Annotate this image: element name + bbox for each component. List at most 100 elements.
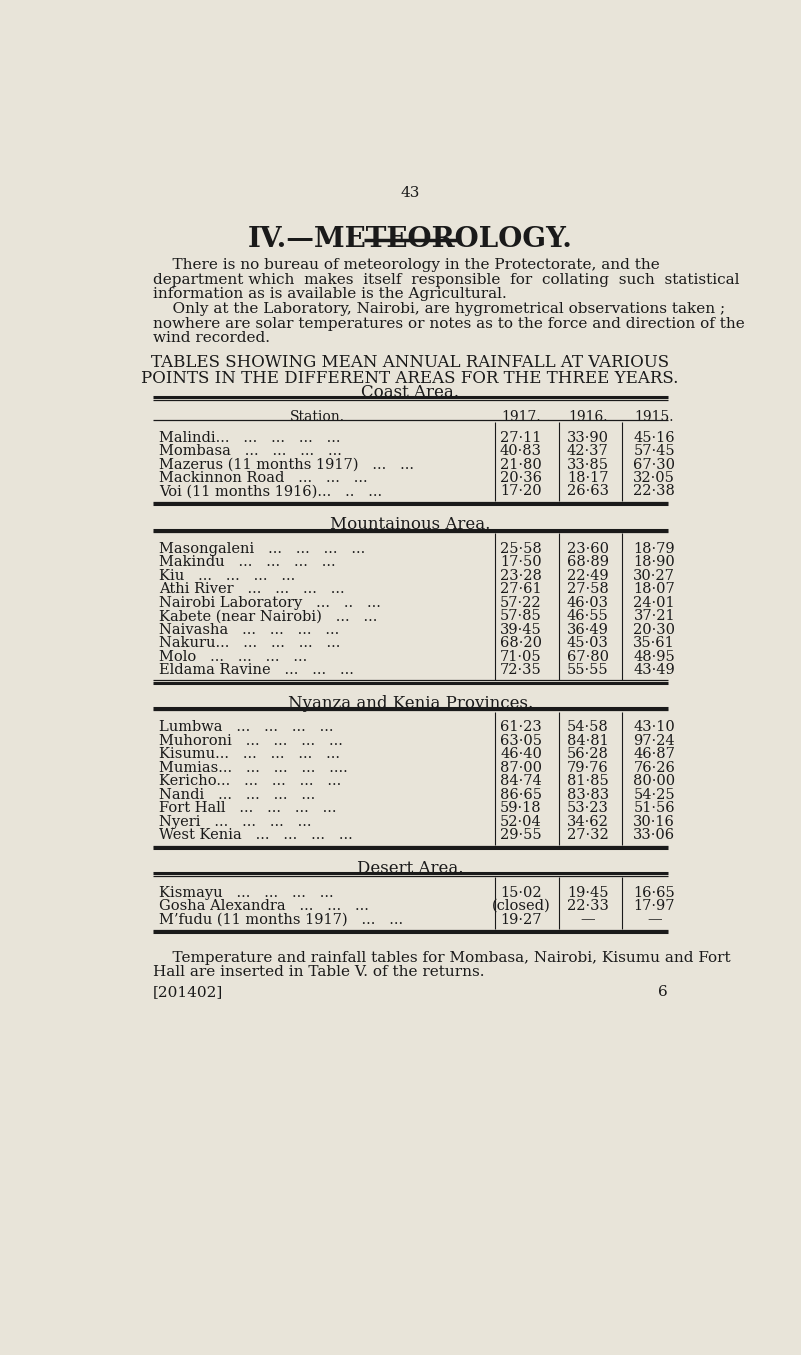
Text: 22·49: 22·49 — [567, 569, 609, 583]
Text: 46·40: 46·40 — [500, 748, 542, 762]
Text: 35·61: 35·61 — [634, 635, 675, 650]
Text: 24·01: 24·01 — [634, 596, 675, 610]
Text: 52·04: 52·04 — [500, 814, 541, 829]
Text: nowhere are solar temperatures or notes as to the force and direction of the: nowhere are solar temperatures or notes … — [153, 317, 745, 331]
Text: Nyanza and Kenia Provinces.: Nyanza and Kenia Provinces. — [288, 695, 533, 713]
Text: 63·05: 63·05 — [500, 734, 542, 748]
Text: 55·55: 55·55 — [567, 663, 609, 678]
Text: Malindi...   ...   ...   ...   ...: Malindi... ... ... ... ... — [159, 431, 340, 444]
Text: POINTS IN THE DIFFERENT AREAS FOR THE THREE YEARS.: POINTS IN THE DIFFERENT AREAS FOR THE TH… — [142, 370, 678, 388]
Text: 40·83: 40·83 — [500, 444, 542, 458]
Text: Mackinnon Road   ...   ...   ...: Mackinnon Road ... ... ... — [159, 472, 368, 485]
Text: 67·30: 67·30 — [634, 458, 675, 472]
Text: 23·60: 23·60 — [566, 542, 609, 556]
Text: 57·85: 57·85 — [500, 610, 541, 623]
Text: Kiu   ...   ...   ...   ...: Kiu ... ... ... ... — [159, 569, 296, 583]
Text: 68·89: 68·89 — [566, 556, 609, 569]
Text: There is no bureau of meteorology in the Protectorate, and the: There is no bureau of meteorology in the… — [153, 257, 659, 272]
Text: 57·45: 57·45 — [634, 444, 675, 458]
Text: Muhoroni   ...   ...   ...   ...: Muhoroni ... ... ... ... — [159, 734, 343, 748]
Text: Nakuru...   ...   ...   ...   ...: Nakuru... ... ... ... ... — [159, 635, 340, 650]
Text: 22·38: 22·38 — [634, 485, 675, 499]
Text: 18·07: 18·07 — [634, 583, 675, 596]
Text: West Kenia   ...   ...   ...   ...: West Kenia ... ... ... ... — [159, 828, 352, 843]
Text: 54·25: 54·25 — [634, 787, 675, 802]
Text: 57·22: 57·22 — [500, 596, 541, 610]
Text: 1916.: 1916. — [568, 409, 607, 424]
Text: Coast Area.: Coast Area. — [361, 385, 459, 401]
Text: 45·16: 45·16 — [634, 431, 675, 444]
Text: 27·11: 27·11 — [501, 431, 541, 444]
Text: 81·85: 81·85 — [567, 774, 609, 789]
Text: 86·65: 86·65 — [500, 787, 542, 802]
Text: 37·21: 37·21 — [634, 610, 675, 623]
Text: IV.—METEOROLOGY.: IV.—METEOROLOGY. — [248, 226, 573, 253]
Text: Athi River   ...   ...   ...   ...: Athi River ... ... ... ... — [159, 583, 344, 596]
Text: 17·50: 17·50 — [500, 556, 541, 569]
Text: 32·05: 32·05 — [634, 472, 675, 485]
Text: 6: 6 — [658, 985, 668, 1000]
Text: Kabete (near Nairobi)   ...   ...: Kabete (near Nairobi) ... ... — [159, 610, 377, 623]
Text: 68·20: 68·20 — [500, 635, 542, 650]
Text: 76·26: 76·26 — [634, 762, 675, 775]
Text: 43·10: 43·10 — [634, 721, 675, 734]
Text: 80·00: 80·00 — [633, 774, 675, 789]
Text: Molo   ...   ...   ...   ...: Molo ... ... ... ... — [159, 649, 308, 664]
Text: 30·27: 30·27 — [634, 569, 675, 583]
Text: 56·28: 56·28 — [566, 748, 609, 762]
Text: Kisumu...   ...   ...   ...   ...: Kisumu... ... ... ... ... — [159, 748, 340, 762]
Text: 30·16: 30·16 — [634, 814, 675, 829]
Text: 97·24: 97·24 — [634, 734, 675, 748]
Text: 26·63: 26·63 — [566, 485, 609, 499]
Text: Lumbwa   ...   ...   ...   ...: Lumbwa ... ... ... ... — [159, 721, 333, 734]
Text: 59·18: 59·18 — [500, 801, 541, 816]
Text: 61·23: 61·23 — [500, 721, 541, 734]
Text: 18·90: 18·90 — [634, 556, 675, 569]
Text: 1917.: 1917. — [501, 409, 541, 424]
Text: 33·85: 33·85 — [566, 458, 609, 472]
Text: Hall are inserted in Table V. of the returns.: Hall are inserted in Table V. of the ret… — [153, 965, 485, 980]
Text: Mazerus (11 months 1917)   ...   ...: Mazerus (11 months 1917) ... ... — [159, 458, 414, 472]
Text: —: — — [647, 912, 662, 927]
Text: Mombasa   ...   ...   ...   ...: Mombasa ... ... ... ... — [159, 444, 342, 458]
Text: wind recorded.: wind recorded. — [153, 331, 270, 346]
Text: Mountainous Area.: Mountainous Area. — [330, 516, 490, 534]
Text: 87·00: 87·00 — [500, 762, 542, 775]
Text: 33·90: 33·90 — [566, 431, 609, 444]
Text: 83·83: 83·83 — [566, 787, 609, 802]
Text: 43·49: 43·49 — [634, 663, 675, 678]
Text: Fort Hall   ...   ...   ...   ...: Fort Hall ... ... ... ... — [159, 801, 336, 816]
Text: Nyeri   ...   ...   ...   ...: Nyeri ... ... ... ... — [159, 814, 312, 829]
Text: 19·27: 19·27 — [500, 912, 541, 927]
Text: 46·03: 46·03 — [566, 596, 609, 610]
Text: 51·56: 51·56 — [634, 801, 675, 816]
Text: —: — — [580, 912, 595, 927]
Text: 17·20: 17·20 — [500, 485, 541, 499]
Text: department which  makes  itself  responsible  for  collating  such  statistical: department which makes itself responsibl… — [153, 272, 739, 287]
Text: 36·49: 36·49 — [566, 623, 609, 637]
Text: 27·61: 27·61 — [500, 583, 541, 596]
Text: 27·32: 27·32 — [567, 828, 609, 843]
Text: 46·87: 46·87 — [634, 748, 675, 762]
Text: 43: 43 — [400, 186, 420, 199]
Text: 42·37: 42·37 — [567, 444, 609, 458]
Text: 21·80: 21·80 — [500, 458, 541, 472]
Text: 84·74: 84·74 — [500, 774, 541, 789]
Text: 22·33: 22·33 — [566, 900, 609, 913]
Text: 54·58: 54·58 — [567, 721, 609, 734]
Text: Kericho...   ...   ...   ...   ...: Kericho... ... ... ... ... — [159, 774, 341, 789]
Text: 46·55: 46·55 — [567, 610, 609, 623]
Text: 19·45: 19·45 — [567, 886, 608, 900]
Text: 84·81: 84·81 — [567, 734, 609, 748]
Text: 20·30: 20·30 — [634, 623, 675, 637]
Text: 29·55: 29·55 — [500, 828, 541, 843]
Text: 79·76: 79·76 — [567, 762, 609, 775]
Text: Kismayu   ...   ...   ...   ...: Kismayu ... ... ... ... — [159, 886, 334, 900]
Text: Voi (11 months 1916)...   ..   ...: Voi (11 months 1916)... .. ... — [159, 485, 382, 499]
Text: 34·62: 34·62 — [566, 814, 609, 829]
Text: Mumias...   ...   ...   ...   ....: Mumias... ... ... ... .... — [159, 762, 348, 775]
Text: Makindu   ...   ...   ...   ...: Makindu ... ... ... ... — [159, 556, 336, 569]
Text: 71·05: 71·05 — [500, 649, 541, 664]
Text: 72·35: 72·35 — [500, 663, 541, 678]
Text: 48·95: 48·95 — [634, 649, 675, 664]
